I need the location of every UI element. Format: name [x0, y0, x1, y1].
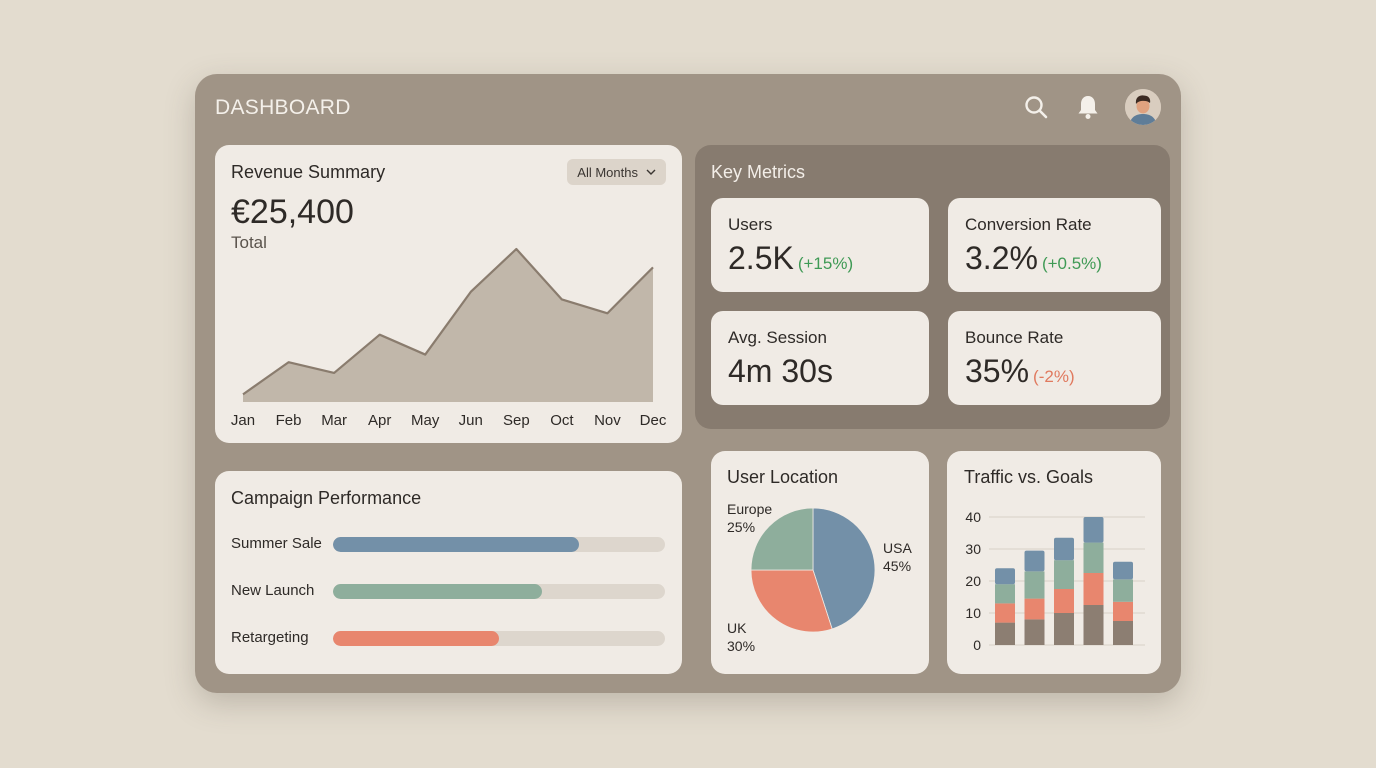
session-value: 4m 30s — [728, 353, 833, 389]
session-metric-card: Avg. Session 4m 30s — [711, 311, 929, 405]
x-tick-label: Feb — [276, 412, 302, 429]
bar-segment — [1083, 573, 1104, 605]
user-location-title: User Location — [727, 467, 839, 487]
traffic-goals-title: Traffic vs. Goals — [964, 467, 1094, 487]
bar-segment — [1113, 621, 1133, 645]
key-metrics-panel: Key Metrics Users 2.5K (+15%) Conversion … — [695, 145, 1170, 429]
bar-segment — [1113, 601, 1133, 621]
users-label: Users — [728, 215, 773, 234]
y-tick-label: 10 — [965, 605, 981, 621]
bounce-delta: (-2%) — [1033, 367, 1075, 386]
campaign-row-new-launch: New Launch — [231, 582, 667, 602]
session-label: Avg. Session — [728, 328, 827, 347]
campaign-row-retargeting: Retargeting — [231, 629, 667, 649]
x-tick-label: Jun — [459, 412, 483, 429]
bar-segment — [1083, 605, 1104, 645]
revenue-summary-card: Revenue Summary All Months €25,400 Total… — [215, 145, 682, 443]
bar-segment — [1083, 517, 1104, 543]
pie-label-usa: USA 45% — [883, 540, 912, 574]
conversion-label: Conversion Rate — [965, 215, 1092, 234]
bar-segment — [995, 622, 1015, 645]
conversion-delta: (+0.5%) — [1041, 254, 1102, 273]
x-tick-label: May — [411, 412, 440, 429]
revenue-total-value: €25,400 — [231, 193, 354, 231]
bar-segment — [1083, 542, 1104, 573]
avatar[interactable] — [1125, 89, 1161, 125]
x-tick-label: Oct — [550, 412, 574, 429]
bar-segment — [1054, 589, 1074, 613]
pie-slice-usa — [812, 507, 876, 630]
bounce-value: 35% — [965, 353, 1030, 389]
bar-segment — [1113, 579, 1133, 602]
bar-segment — [995, 603, 1015, 623]
user-location-card: User Location Europe 25% USA 45% UK 30% — [711, 451, 929, 674]
bell-icon[interactable] — [1073, 92, 1103, 122]
user-location-pie-chart — [750, 507, 876, 633]
bar-segment — [1054, 560, 1074, 589]
x-tick-label: Jan — [231, 412, 255, 429]
bar-segment — [1024, 619, 1045, 645]
users-delta: (+15%) — [797, 254, 854, 273]
campaign-performance-title: Campaign Performance — [231, 488, 422, 508]
dashboard-panel: DASHBOARD Revenue Summary All Months €25… — [195, 74, 1181, 693]
campaign-progress-track — [333, 584, 665, 599]
pie-label-europe: Europe 25% — [727, 501, 773, 535]
pie-slice-europe — [750, 507, 814, 571]
bounce-metric-card: Bounce Rate 35% (-2%) — [948, 311, 1161, 405]
revenue-line — [242, 247, 654, 396]
campaign-progress-fill — [333, 631, 499, 646]
x-tick-label: Sep — [503, 412, 530, 429]
users-metric-card: Users 2.5K (+15%) — [711, 198, 929, 292]
bar-segment — [1054, 537, 1074, 561]
page-title: DASHBOARD — [215, 96, 351, 119]
bar-segment — [1113, 561, 1133, 580]
y-tick-label: 0 — [973, 637, 981, 653]
search-icon[interactable] — [1021, 92, 1051, 122]
revenue-area-chart: Jan Feb Mar Apr May Jun Sep Oct Nov Dec — [231, 247, 667, 429]
bar-segment — [1024, 598, 1045, 620]
revenue-summary-title: Revenue Summary — [231, 162, 386, 182]
traffic-stacked-bar-chart: 0 10 20 30 40 — [965, 509, 1145, 653]
campaign-label: New Launch — [231, 582, 315, 599]
pie-slice-uk — [750, 569, 833, 633]
bar-segment — [995, 584, 1015, 604]
campaign-label: Summer Sale — [231, 535, 322, 552]
conversion-metric-card: Conversion Rate 3.2% (+0.5%) — [948, 198, 1161, 292]
x-tick-label: Mar — [321, 412, 347, 429]
y-tick-label: 30 — [965, 541, 981, 557]
campaign-progress-track — [333, 631, 665, 646]
key-metrics-title: Key Metrics — [711, 162, 806, 182]
revenue-area-fill — [243, 249, 653, 402]
bar-segment — [1024, 550, 1045, 572]
traffic-goals-card: Traffic vs. Goals 0 10 20 30 40 — [947, 451, 1161, 674]
conversion-value: 3.2% — [965, 240, 1038, 276]
campaign-progress-track — [333, 537, 665, 552]
y-tick-label: 40 — [965, 509, 981, 525]
bounce-label: Bounce Rate — [965, 328, 1064, 347]
chevron-down-icon — [646, 169, 656, 175]
campaign-row-summer-sale: Summer Sale — [231, 535, 667, 555]
pie-label-uk: UK 30% — [727, 620, 756, 654]
bar-segment — [1024, 571, 1045, 599]
users-value: 2.5K — [728, 240, 794, 276]
months-filter-dropdown[interactable]: All Months — [567, 159, 666, 185]
y-tick-label: 20 — [965, 573, 981, 589]
campaign-performance-card: Campaign Performance Summer Sale New Lau… — [215, 471, 682, 674]
months-filter-label: All Months — [577, 164, 638, 180]
campaign-label: Retargeting — [231, 629, 309, 646]
revenue-total-label: Total — [231, 233, 267, 252]
x-tick-label: Nov — [594, 412, 621, 429]
x-tick-label: Dec — [640, 412, 667, 429]
campaign-progress-fill — [333, 537, 579, 552]
x-tick-label: Apr — [368, 412, 391, 429]
bar-segment — [995, 568, 1015, 585]
bar-segment — [1054, 613, 1074, 645]
campaign-progress-fill — [333, 584, 543, 599]
